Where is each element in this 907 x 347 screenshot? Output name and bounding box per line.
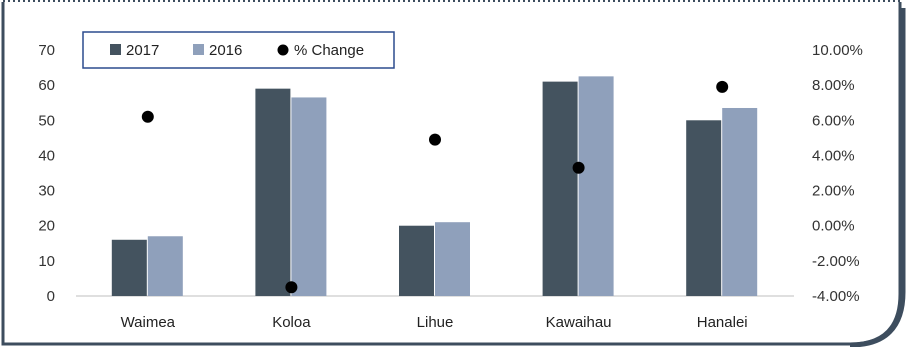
left-tick-label: 0	[47, 288, 55, 305]
left-tick-label: 60	[38, 77, 55, 94]
point-pct-change-hanalei	[716, 80, 729, 93]
category-label: Koloa	[272, 314, 311, 331]
category-label: Lihue	[417, 314, 454, 331]
right-tick-label: 0.00%	[812, 218, 855, 235]
bar-2016-kawaihau	[578, 76, 614, 296]
left-tick-label: 70	[38, 42, 55, 59]
bars-layer	[111, 76, 758, 297]
left-tick-label: 20	[38, 218, 55, 235]
left-tick-label: 10	[38, 253, 55, 270]
legend-label: 2016	[209, 42, 242, 59]
bar-2017-waimea	[111, 239, 147, 296]
legend-marker-pct-change	[277, 44, 289, 56]
right-axis-ticks: -4.00% -2.00% 0.00% 2.00% 4.00% 6.00% 8.00% 10.…	[812, 42, 863, 305]
right-tick-label: 2.00%	[812, 183, 855, 200]
right-tick-label: 4.00%	[812, 147, 855, 164]
right-tick-label: 6.00%	[812, 112, 855, 129]
right-tick-label: -2.00%	[812, 253, 860, 270]
point-pct-change-kawaihau	[572, 161, 585, 174]
frame-shadow	[849, 8, 906, 347]
legend-label: 2017	[126, 42, 159, 59]
bar-2016-koloa	[291, 97, 327, 296]
bar-2017-kawaihau	[542, 81, 578, 296]
bar-2017-hanalei	[686, 120, 722, 297]
bar-2016-waimea	[147, 236, 183, 296]
left-tick-label: 30	[38, 183, 55, 200]
right-tick-label: 8.00%	[812, 77, 855, 94]
bar-2017-koloa	[255, 88, 291, 297]
bar-2016-lihue	[435, 222, 470, 296]
category-label: Kawaihau	[546, 314, 612, 331]
legend-swatch-2017	[110, 44, 121, 55]
legend-swatch-2016	[193, 44, 204, 55]
left-axis-ticks: 0 10 20 30 40 50 60 70	[38, 42, 55, 305]
legend-label: % Change	[294, 42, 364, 59]
left-tick-label: 50	[38, 112, 55, 129]
point-pct-change-waimea	[141, 110, 154, 123]
category-labels: Waimea Koloa Lihue Kawaihau Hanalei	[121, 314, 748, 331]
category-label: Hanalei	[697, 314, 748, 331]
bar-2016-hanalei	[722, 107, 758, 296]
point-pct-change-lihue	[429, 133, 441, 146]
right-tick-label: -4.00%	[812, 288, 860, 305]
legend-box	[82, 31, 395, 69]
point-pct-change-koloa	[285, 281, 298, 294]
left-tick-label: 40	[38, 147, 55, 164]
bar-2017-lihue	[399, 225, 434, 296]
right-tick-label: 10.00%	[812, 42, 863, 59]
points-layer	[141, 80, 729, 294]
legend: 2017 2016 % Change	[82, 31, 395, 69]
category-label: Waimea	[121, 314, 176, 331]
